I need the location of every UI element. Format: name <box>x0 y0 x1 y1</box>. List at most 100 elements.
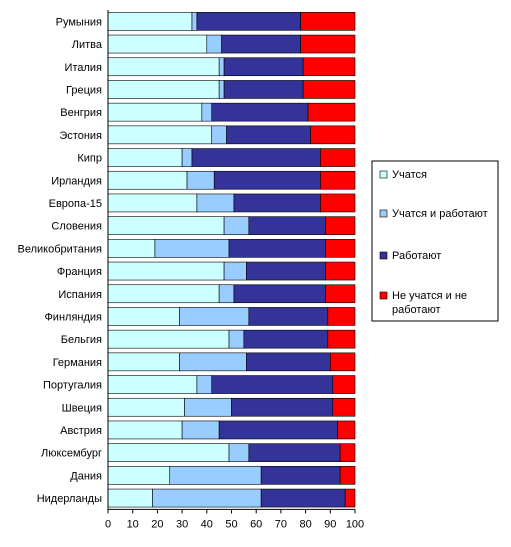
x-tick-label: 80 <box>299 518 311 530</box>
bar-segment-3-row-22 <box>260 488 346 508</box>
bar-segment-3-row-1 <box>196 12 301 31</box>
legend: Учатся Учатся и работают Работают Не учатся… <box>371 160 499 322</box>
x-tick-label: 0 <box>105 518 111 530</box>
bar-segment-4-row-21 <box>339 466 356 485</box>
bar-segment-2-row-11 <box>154 239 230 258</box>
bar-segment-3-row-8 <box>213 170 321 190</box>
bars-layer <box>107 12 356 508</box>
category-label: Португалия <box>43 380 102 392</box>
bar-segment-3-row-21 <box>260 466 341 485</box>
bar-segment-1-row-10 <box>107 216 225 235</box>
legend-swatch <box>379 209 388 218</box>
legend-label: Работают <box>392 250 441 262</box>
bar-segment-1-row-19 <box>107 420 183 440</box>
category-label: Кипр <box>77 153 102 165</box>
category-label: Словения <box>51 221 102 233</box>
bar-segment-4-row-5 <box>307 102 356 122</box>
bar-segment-1-row-18 <box>107 397 185 417</box>
bar-segment-2-row-21 <box>169 466 262 485</box>
bar-segment-4-row-12 <box>325 261 356 281</box>
bar-segment-2-row-2 <box>206 34 222 54</box>
bar-segment-1-row-12 <box>107 261 225 281</box>
bar-segment-4-row-13 <box>325 284 356 304</box>
bar-segment-3-row-15 <box>243 329 329 349</box>
bar-segment-4-row-2 <box>300 34 356 54</box>
category-label: Германия <box>53 357 102 369</box>
legend-label: Не учатся и не работают <box>392 290 467 316</box>
x-axis-ticks: 0 10 20 30 40 50 60 70 80 90 100 <box>105 509 364 530</box>
category-label: Италия <box>65 62 103 74</box>
bar-segment-4-row-18 <box>332 397 356 417</box>
category-label: Греция <box>66 84 102 96</box>
x-tick-label: 40 <box>201 518 213 530</box>
bar-segment-1-row-17 <box>107 375 198 394</box>
bar-segment-3-row-18 <box>231 397 334 417</box>
bar-segment-2-row-15 <box>228 329 245 349</box>
bar-segment-2-row-6 <box>211 125 227 145</box>
bar-segment-4-row-11 <box>325 239 356 258</box>
bar-segment-3-row-6 <box>226 125 311 145</box>
bar-segment-2-row-19 <box>181 420 220 440</box>
x-tick-label: 100 <box>346 518 364 530</box>
legend-swatch <box>379 170 388 179</box>
category-label: Нидерланды <box>37 493 102 505</box>
bar-segment-2-row-1 <box>191 12 198 31</box>
bar-segment-4-row-7 <box>320 148 356 167</box>
bar-segment-3-row-14 <box>248 307 329 326</box>
bar-segment-4-row-1 <box>300 12 356 31</box>
bar-segment-3-row-9 <box>233 193 321 213</box>
bar-segment-1-row-14 <box>107 307 180 326</box>
bar-segment-1-row-6 <box>107 125 213 145</box>
category-label: Австрия <box>60 425 102 437</box>
bar-segment-2-row-18 <box>184 397 232 417</box>
category-label: Литва <box>72 39 103 51</box>
bar-segment-3-row-7 <box>191 148 321 167</box>
category-label: Венгрия <box>60 107 102 119</box>
bar-segment-1-row-8 <box>107 170 188 190</box>
bar-segment-1-row-7 <box>107 148 183 167</box>
legend-label: Учатся <box>392 169 427 181</box>
x-tick-label: 30 <box>176 518 188 530</box>
bar-segment-2-row-8 <box>186 170 215 190</box>
category-label: Люксембург <box>41 448 102 460</box>
bar-segment-4-row-14 <box>327 307 356 326</box>
category-label: Румыния <box>56 16 102 28</box>
bar-segment-1-row-2 <box>107 34 208 54</box>
bar-segment-2-row-16 <box>179 352 247 372</box>
bar-segment-2-row-3 <box>218 57 225 77</box>
x-tick-label: 20 <box>151 518 163 530</box>
bar-segment-1-row-22 <box>107 488 153 508</box>
bar-segment-3-row-13 <box>233 284 326 304</box>
category-label: Европа-15 <box>49 198 102 210</box>
legend-box <box>371 160 499 322</box>
bar-segment-2-row-14 <box>179 307 250 326</box>
bar-segment-2-row-12 <box>223 261 247 281</box>
bar-segment-1-row-9 <box>107 193 198 213</box>
x-tick-label: 90 <box>324 518 336 530</box>
category-label: Великобритания <box>18 243 103 255</box>
bar-segment-1-row-15 <box>107 329 230 349</box>
bar-segment-2-row-7 <box>181 148 193 167</box>
category-label: Эстония <box>59 130 102 142</box>
legend-label: Учатся и работают <box>392 208 488 220</box>
bar-segment-4-row-16 <box>329 352 356 372</box>
bar-segment-2-row-17 <box>196 375 213 394</box>
bar-segment-1-row-21 <box>107 466 171 485</box>
bar-segment-2-row-4 <box>218 80 225 99</box>
legend-swatch <box>379 291 388 300</box>
x-tick-label: 60 <box>250 518 262 530</box>
bar-segment-1-row-16 <box>107 352 180 372</box>
category-label: Финляндия <box>44 311 102 323</box>
bar-segment-1-row-1 <box>107 12 193 31</box>
x-tick-label: 70 <box>275 518 287 530</box>
bar-segment-3-row-10 <box>248 216 326 235</box>
bar-segment-4-row-9 <box>320 193 356 213</box>
bar-segment-2-row-20 <box>228 443 250 462</box>
bar-segment-2-row-13 <box>218 284 235 304</box>
x-tick-label: 10 <box>127 518 139 530</box>
bar-segment-4-row-15 <box>327 329 356 349</box>
bar-segment-3-row-3 <box>223 57 304 77</box>
bar-segment-3-row-4 <box>223 80 304 99</box>
bar-segment-4-row-19 <box>337 420 356 440</box>
